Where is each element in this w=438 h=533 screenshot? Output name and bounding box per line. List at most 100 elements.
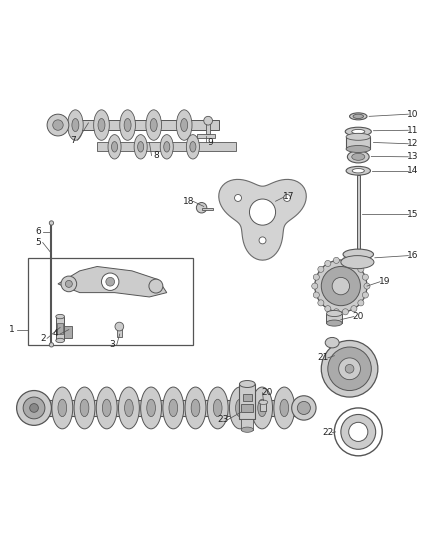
Text: 20: 20 xyxy=(353,312,364,321)
Circle shape xyxy=(17,391,51,425)
Circle shape xyxy=(292,396,316,420)
Bar xyxy=(357,175,360,249)
Ellipse shape xyxy=(258,399,266,417)
Circle shape xyxy=(351,305,357,312)
Circle shape xyxy=(149,279,163,293)
Ellipse shape xyxy=(80,399,89,417)
Circle shape xyxy=(313,274,319,280)
Ellipse shape xyxy=(96,387,117,429)
Bar xyxy=(57,323,63,334)
Circle shape xyxy=(234,195,241,201)
Circle shape xyxy=(196,203,207,213)
Ellipse shape xyxy=(230,387,251,429)
Circle shape xyxy=(318,266,324,272)
Bar xyxy=(56,317,64,341)
Ellipse shape xyxy=(241,427,253,432)
Ellipse shape xyxy=(120,110,135,140)
Text: 22: 22 xyxy=(322,428,333,437)
Ellipse shape xyxy=(346,146,371,152)
Ellipse shape xyxy=(67,110,83,140)
Text: 3: 3 xyxy=(110,341,115,349)
Circle shape xyxy=(351,261,357,266)
Ellipse shape xyxy=(252,387,272,429)
Text: 8: 8 xyxy=(153,151,159,160)
Circle shape xyxy=(65,280,72,287)
Ellipse shape xyxy=(94,110,110,140)
Bar xyxy=(64,326,72,338)
Ellipse shape xyxy=(345,127,371,136)
Text: 17: 17 xyxy=(283,192,294,201)
Bar xyxy=(240,384,255,419)
Circle shape xyxy=(325,261,331,266)
Bar xyxy=(36,400,306,416)
Ellipse shape xyxy=(108,135,121,159)
Circle shape xyxy=(332,277,350,295)
Text: 6: 6 xyxy=(35,227,41,236)
Circle shape xyxy=(328,347,371,391)
Ellipse shape xyxy=(353,114,364,118)
Ellipse shape xyxy=(185,387,206,429)
Text: 23: 23 xyxy=(218,415,229,424)
Ellipse shape xyxy=(102,399,111,417)
Circle shape xyxy=(47,114,69,136)
Ellipse shape xyxy=(347,151,369,163)
Circle shape xyxy=(362,274,368,280)
Ellipse shape xyxy=(150,118,157,132)
Circle shape xyxy=(297,401,311,415)
Ellipse shape xyxy=(190,142,196,152)
Circle shape xyxy=(312,283,318,289)
Bar xyxy=(241,419,253,430)
Bar xyxy=(202,208,213,210)
Circle shape xyxy=(358,300,364,306)
Text: 2: 2 xyxy=(40,334,46,343)
Ellipse shape xyxy=(134,135,147,159)
Circle shape xyxy=(343,309,349,315)
Circle shape xyxy=(315,260,367,312)
Text: 16: 16 xyxy=(407,251,418,260)
Ellipse shape xyxy=(352,168,364,173)
Ellipse shape xyxy=(341,256,374,269)
Circle shape xyxy=(53,120,63,130)
Polygon shape xyxy=(58,266,167,297)
Ellipse shape xyxy=(112,142,117,152)
Circle shape xyxy=(333,309,339,315)
Circle shape xyxy=(23,397,45,419)
Bar xyxy=(241,405,253,413)
Ellipse shape xyxy=(164,142,170,152)
Circle shape xyxy=(341,415,376,449)
Circle shape xyxy=(349,422,368,441)
Circle shape xyxy=(49,221,53,225)
Text: 12: 12 xyxy=(407,139,418,148)
Ellipse shape xyxy=(207,387,228,429)
Bar xyxy=(260,402,266,411)
Circle shape xyxy=(321,341,378,397)
Ellipse shape xyxy=(98,118,105,132)
Ellipse shape xyxy=(56,314,64,319)
Circle shape xyxy=(358,266,364,272)
Ellipse shape xyxy=(346,166,371,175)
Ellipse shape xyxy=(56,338,64,343)
Ellipse shape xyxy=(280,399,289,417)
Text: 21: 21 xyxy=(318,353,329,362)
Text: 11: 11 xyxy=(407,126,418,135)
Polygon shape xyxy=(219,180,306,260)
Circle shape xyxy=(334,408,382,456)
Ellipse shape xyxy=(58,399,67,417)
Circle shape xyxy=(333,257,339,263)
Ellipse shape xyxy=(213,399,222,417)
Ellipse shape xyxy=(186,135,199,159)
Ellipse shape xyxy=(346,133,371,140)
Bar xyxy=(197,134,215,138)
Text: 10: 10 xyxy=(407,110,418,119)
Text: 9: 9 xyxy=(208,138,213,147)
Text: 18: 18 xyxy=(183,197,194,206)
Bar xyxy=(206,120,210,134)
Text: 4: 4 xyxy=(53,329,59,338)
Bar xyxy=(326,313,342,323)
Bar xyxy=(117,328,122,337)
Circle shape xyxy=(259,237,266,244)
Bar xyxy=(97,142,237,151)
Ellipse shape xyxy=(163,387,184,429)
Ellipse shape xyxy=(352,130,365,134)
Text: 19: 19 xyxy=(378,277,390,286)
